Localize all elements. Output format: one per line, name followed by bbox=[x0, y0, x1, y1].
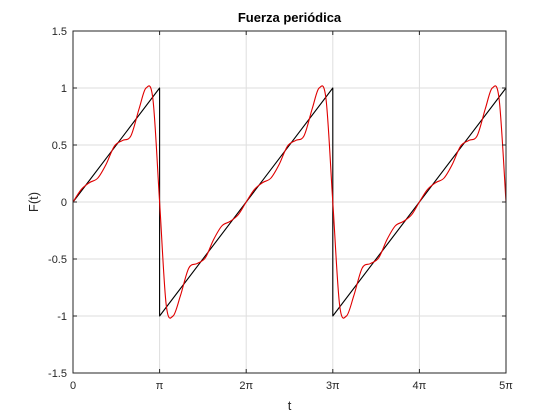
x-tick-label: 2π bbox=[239, 380, 253, 392]
y-tick-label: -1 bbox=[57, 311, 67, 323]
x-tick-label: 3π bbox=[326, 380, 340, 392]
x-axis-label: t bbox=[288, 398, 292, 413]
ticks: 0 π 2π 3π 4π 5π -1.5 -1 -0.5 0 0.5 1 1.5 bbox=[48, 26, 513, 392]
y-axis-label: F(t) bbox=[26, 192, 41, 212]
x-tick-label: 4π bbox=[413, 380, 427, 392]
y-tick-label: -0.5 bbox=[48, 254, 67, 266]
y-tick-label: 0 bbox=[61, 197, 67, 209]
y-tick-label: 0.5 bbox=[52, 140, 67, 152]
y-tick-label: -1.5 bbox=[48, 368, 67, 380]
x-tick-label: 5π bbox=[499, 380, 513, 392]
y-tick-label: 1.5 bbox=[52, 26, 67, 38]
series-layer bbox=[72, 85, 507, 319]
x-tick-label: π bbox=[156, 380, 164, 392]
series-line-2 bbox=[72, 85, 507, 319]
x-tick-label: 0 bbox=[70, 380, 76, 392]
chart-title: Fuerza periódica bbox=[238, 10, 342, 25]
y-tick-label: 1 bbox=[61, 83, 67, 95]
